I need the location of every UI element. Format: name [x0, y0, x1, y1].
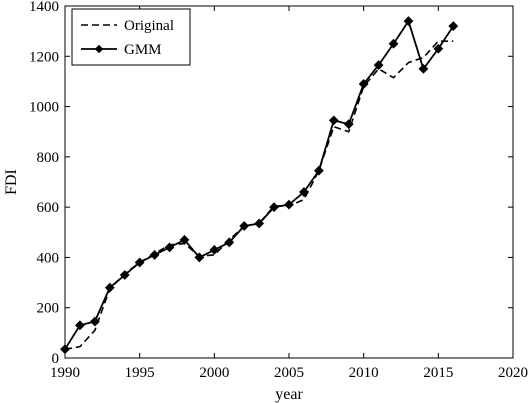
- data-point-gmm: [119, 270, 130, 280]
- data-point-gmm: [254, 218, 265, 229]
- data-point-gmm: [328, 115, 339, 126]
- series-line-original: [64, 40, 454, 350]
- y-tick-label: 1200: [29, 49, 59, 65]
- y-tick-label: 0: [52, 351, 60, 367]
- x-tick-label: 2020: [498, 365, 528, 381]
- x-tick-label: 2000: [199, 365, 229, 381]
- data-point-gmm: [403, 16, 414, 26]
- data-point-gmm: [433, 43, 444, 54]
- y-tick-label: 800: [37, 150, 60, 166]
- legend-label-original: Original: [124, 18, 174, 34]
- plot-frame: [64, 5, 514, 359]
- data-point-gmm: [224, 237, 235, 248]
- series-line-gmm: [64, 19, 455, 350]
- data-point-gmm: [358, 79, 369, 89]
- series-layer: [60, 16, 459, 355]
- y-tick-label: 400: [37, 250, 60, 266]
- data-point-gmm: [209, 244, 220, 255]
- x-tick-label: 2015: [423, 365, 453, 381]
- legend-marker-gmm: [94, 44, 104, 54]
- data-point-gmm: [75, 320, 85, 331]
- data-point-gmm: [134, 257, 145, 268]
- x-tick-label: 1995: [125, 365, 155, 381]
- x-axis-ticks: 1990 1995 2000 2005 2010 2015 2020: [50, 6, 528, 381]
- y-axis-label: FDI: [3, 169, 20, 195]
- legend-box: [71, 8, 191, 66]
- legend-label-gmm: GMM: [124, 42, 162, 58]
- legend: Original GMM: [71, 8, 191, 66]
- data-point-gmm: [179, 234, 190, 245]
- data-point-gmm: [149, 250, 160, 260]
- y-tick-label: 1000: [29, 100, 59, 116]
- data-point-gmm: [269, 202, 279, 213]
- x-tick-label: 1990: [50, 365, 80, 381]
- y-tick-label: 600: [37, 200, 60, 216]
- y-axis-ticks: 0 200 400 600 800 1000 1200 1400: [29, 0, 513, 367]
- data-point-gmm: [313, 165, 324, 176]
- x-tick-label: 2010: [349, 365, 379, 381]
- y-tick-label: 200: [37, 301, 60, 317]
- data-point-gmm: [239, 221, 250, 231]
- data-point-gmm: [194, 252, 205, 263]
- data-point-gmm: [373, 60, 384, 70]
- data-point-gmm: [388, 38, 399, 49]
- y-tick-label: 1400: [29, 0, 59, 15]
- data-point-gmm: [164, 242, 175, 253]
- data-point-gmm: [299, 187, 309, 197]
- data-point-gmm: [89, 316, 100, 327]
- data-point-gmm: [284, 199, 294, 210]
- data-point-gmm: [448, 21, 459, 32]
- x-tick-label: 2005: [274, 365, 304, 381]
- data-point-gmm: [343, 119, 354, 130]
- data-point-gmm: [104, 282, 115, 293]
- x-axis-label: year: [275, 386, 303, 403]
- data-point-gmm: [418, 63, 429, 74]
